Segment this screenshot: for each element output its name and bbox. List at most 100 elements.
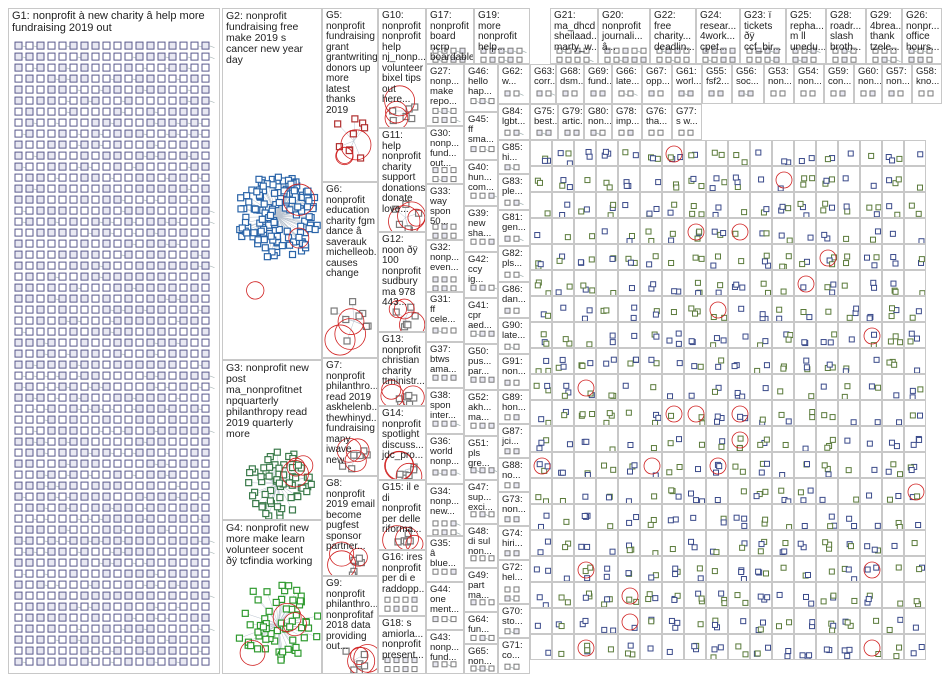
vertex-node [479, 146, 486, 153]
vertex-node [146, 613, 155, 622]
vertex-node [910, 650, 917, 657]
vertex-node [36, 404, 45, 413]
small-group-nodes [897, 600, 903, 607]
vertex-node [479, 330, 486, 337]
vertex-node [305, 473, 313, 481]
vertex-node [190, 481, 199, 490]
small-group-nodes [555, 621, 565, 630]
vertex-node [190, 184, 199, 193]
vertex-node [80, 173, 89, 182]
vertex-node [157, 382, 166, 391]
group-panel-g78: G78: imp... [612, 104, 642, 140]
vertex-node [190, 558, 199, 567]
small-group-cell [882, 556, 904, 582]
vertex-node [868, 383, 875, 390]
vertex-node [135, 646, 144, 655]
vertex-node [47, 52, 56, 61]
vertex-node [504, 379, 511, 386]
edge [250, 623, 279, 646]
group-nodes [504, 482, 520, 489]
group-panel-g67: G67: opp... [642, 64, 672, 104]
vertex-node [886, 203, 893, 210]
small-group-cell [530, 556, 552, 582]
small-group-nodes [714, 413, 725, 425]
vertex-node [851, 597, 858, 604]
vertex-node [80, 316, 89, 325]
vertex-node [405, 391, 413, 400]
vertex-node [300, 634, 308, 642]
vertex-node [190, 96, 199, 105]
vertex-node [513, 379, 520, 386]
vertex-node [288, 250, 297, 259]
vertex-node [649, 155, 656, 162]
small-group-cell [816, 504, 838, 530]
small-group-nodes [909, 412, 924, 419]
group-panel-g88: G88: no... [498, 458, 530, 492]
vertex-node [58, 283, 67, 292]
vertex-node [124, 107, 133, 116]
vertex-node [819, 496, 826, 503]
small-group-nodes [803, 461, 811, 468]
vertex-node [25, 525, 34, 534]
vertex-node [36, 613, 45, 622]
vertex-node [102, 635, 111, 644]
group-label: G46: hello hap... [468, 66, 492, 97]
vertex-node [698, 183, 705, 190]
vertex-node [135, 327, 144, 336]
small-group-cell [750, 452, 772, 478]
vertex-node [603, 573, 610, 580]
small-group-nodes [627, 442, 634, 449]
vertex-node [113, 525, 122, 534]
vertex-node [245, 479, 253, 487]
vertex-node [674, 592, 681, 599]
vertex-node [190, 250, 199, 259]
small-group-nodes [626, 514, 639, 526]
small-group-nodes [779, 540, 789, 555]
vertex-node [113, 316, 122, 325]
vertex-node [249, 587, 257, 595]
vertex-node [807, 487, 814, 494]
small-group-nodes [845, 467, 852, 474]
group-panel-g84: G84: lgbt... [498, 104, 530, 140]
small-group-cell [640, 322, 662, 348]
vertex-node [504, 307, 511, 314]
small-group-cell [618, 582, 640, 608]
vertex-node [25, 316, 34, 325]
group-panel-g17: G17: nonprofit board ncrp boardable... [426, 8, 474, 64]
vertex-node [255, 175, 263, 183]
small-group-cell [574, 556, 596, 582]
small-group-cell [706, 608, 728, 634]
small-group-cell [882, 270, 904, 296]
vertex-node [69, 217, 78, 226]
vertex-node [36, 195, 45, 204]
vertex-node [135, 371, 144, 380]
vertex-node [146, 107, 155, 116]
vertex-node [504, 414, 511, 421]
vertex-node [25, 294, 34, 303]
vertex-node [25, 239, 34, 248]
vertex-node [69, 470, 78, 479]
small-group-nodes [687, 405, 705, 425]
vertex-node [102, 184, 111, 193]
small-group-cell [640, 218, 662, 244]
small-group-nodes [895, 564, 902, 571]
vertex-node [113, 613, 122, 622]
edge [208, 595, 215, 598]
vertex-node [334, 120, 342, 128]
vertex-node [146, 261, 155, 270]
small-group-nodes [577, 379, 595, 399]
vertex-node [610, 466, 617, 473]
vertex-node [14, 558, 23, 567]
small-group-cell [772, 374, 794, 400]
vertex-node [25, 404, 34, 413]
vertex-node [696, 565, 703, 572]
vertex-node [91, 646, 100, 655]
vertex-node [201, 459, 210, 468]
group-nodes [564, 129, 580, 136]
vertex-node [47, 118, 56, 127]
vertex-node [441, 276, 448, 283]
small-group-cell [904, 582, 926, 608]
group-label: G4: nonprofit new more make learn volunt… [226, 522, 313, 568]
small-group-nodes [916, 564, 925, 573]
vertex-node [25, 63, 34, 72]
